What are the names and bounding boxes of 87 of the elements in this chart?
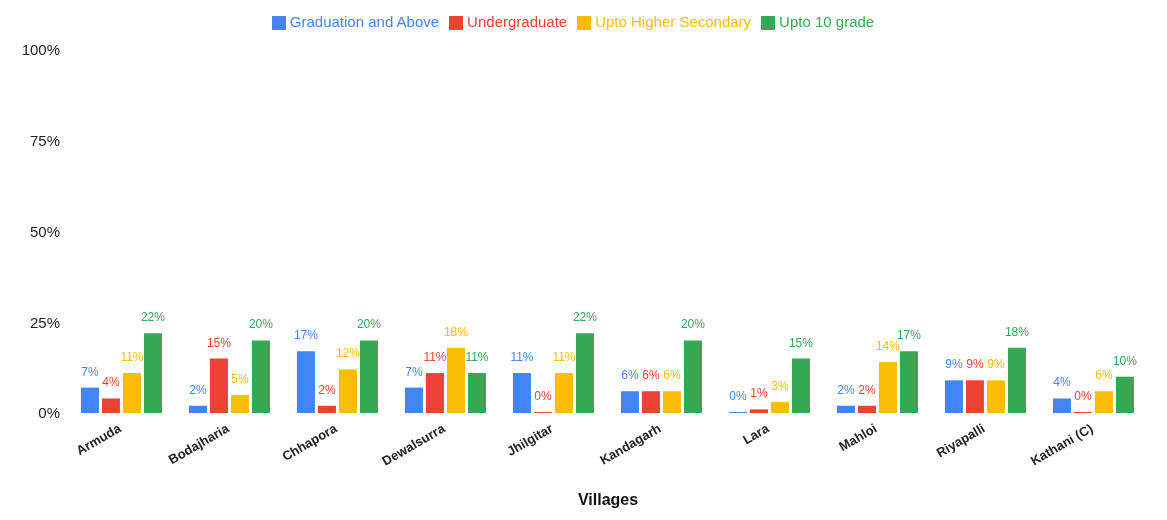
data-label: 2% xyxy=(837,382,855,397)
data-label: 11% xyxy=(465,350,489,365)
data-label: 11% xyxy=(510,350,534,365)
bar xyxy=(878,362,897,413)
data-label: 3% xyxy=(771,379,789,394)
bar xyxy=(122,373,141,413)
bar xyxy=(101,398,120,413)
data-label: 9% xyxy=(987,357,1005,372)
data-label: 18% xyxy=(1004,324,1030,339)
data-label: 22% xyxy=(140,310,166,325)
bar xyxy=(1007,347,1026,413)
bar xyxy=(338,369,357,413)
data-label: 9% xyxy=(945,357,963,372)
bar xyxy=(425,373,444,413)
data-label: 2% xyxy=(858,382,876,397)
data-label: 0% xyxy=(1074,389,1092,403)
bar xyxy=(512,373,531,413)
data-label: 14% xyxy=(875,339,901,354)
y-tick-label: 75% xyxy=(29,132,60,150)
data-label: 6% xyxy=(621,368,639,383)
data-label: 11% xyxy=(552,350,576,365)
data-label: 12% xyxy=(335,346,361,361)
bar xyxy=(986,380,1005,413)
bar xyxy=(1094,391,1113,413)
bar xyxy=(965,380,984,413)
data-label: 22% xyxy=(572,310,598,325)
bar xyxy=(446,347,465,413)
data-label: 11% xyxy=(120,350,144,365)
y-tick-label: 50% xyxy=(29,222,60,240)
data-label: 15% xyxy=(788,335,814,350)
bar xyxy=(296,351,315,413)
data-label: 10% xyxy=(1112,353,1138,368)
bar xyxy=(899,351,918,413)
data-label: 6% xyxy=(1095,368,1113,383)
bar xyxy=(662,391,681,413)
data-label: 7% xyxy=(405,364,423,379)
bar xyxy=(641,391,660,413)
bar xyxy=(554,373,573,413)
data-label: 20% xyxy=(680,317,706,332)
data-label: 2% xyxy=(318,382,336,397)
data-label: 20% xyxy=(356,317,382,332)
bar xyxy=(80,387,99,413)
data-label: 6% xyxy=(642,368,660,383)
data-label: 1% xyxy=(750,386,768,401)
bar xyxy=(404,387,423,413)
data-label: 0% xyxy=(534,389,552,403)
legend-label: Upto 10 grade xyxy=(779,13,875,30)
y-tick-label: 100% xyxy=(21,41,60,59)
bar xyxy=(683,340,702,413)
data-label: 4% xyxy=(102,375,120,390)
bar xyxy=(467,373,486,413)
data-label: 17% xyxy=(293,328,319,343)
data-label: 5% xyxy=(231,371,249,386)
bar xyxy=(749,409,768,413)
data-label: 11% xyxy=(423,350,447,365)
data-label: 0% xyxy=(729,389,747,403)
bar xyxy=(251,340,270,413)
bar xyxy=(575,333,594,413)
data-label: 20% xyxy=(248,317,274,332)
bar xyxy=(944,380,963,413)
data-label: 15% xyxy=(206,335,232,350)
bar xyxy=(857,405,876,413)
bar xyxy=(209,358,228,413)
bar xyxy=(359,340,378,413)
bar xyxy=(770,402,789,413)
bar xyxy=(230,394,249,413)
data-label: 18% xyxy=(443,324,469,339)
legend-label: Upto Higher Secondary xyxy=(595,13,752,30)
y-tick-label: 25% xyxy=(29,313,60,331)
x-axis-title: Villages xyxy=(577,491,639,508)
data-label: 9% xyxy=(966,357,984,372)
bar xyxy=(1052,398,1071,413)
bar xyxy=(143,333,162,413)
legend-label: Graduation and Above xyxy=(289,13,440,30)
x-tick-label: Lara xyxy=(740,420,773,448)
data-label: 7% xyxy=(81,364,99,379)
bar xyxy=(791,358,810,413)
data-label: 2% xyxy=(189,382,207,397)
bar xyxy=(620,391,639,413)
bar xyxy=(836,405,855,413)
bar xyxy=(317,405,336,413)
bar xyxy=(188,405,207,413)
data-label: 4% xyxy=(1053,375,1071,390)
data-label: 6% xyxy=(663,368,681,383)
bar xyxy=(1115,376,1134,413)
y-tick-label: 0% xyxy=(38,404,60,422)
legend-label: Undergraduate xyxy=(467,13,568,30)
